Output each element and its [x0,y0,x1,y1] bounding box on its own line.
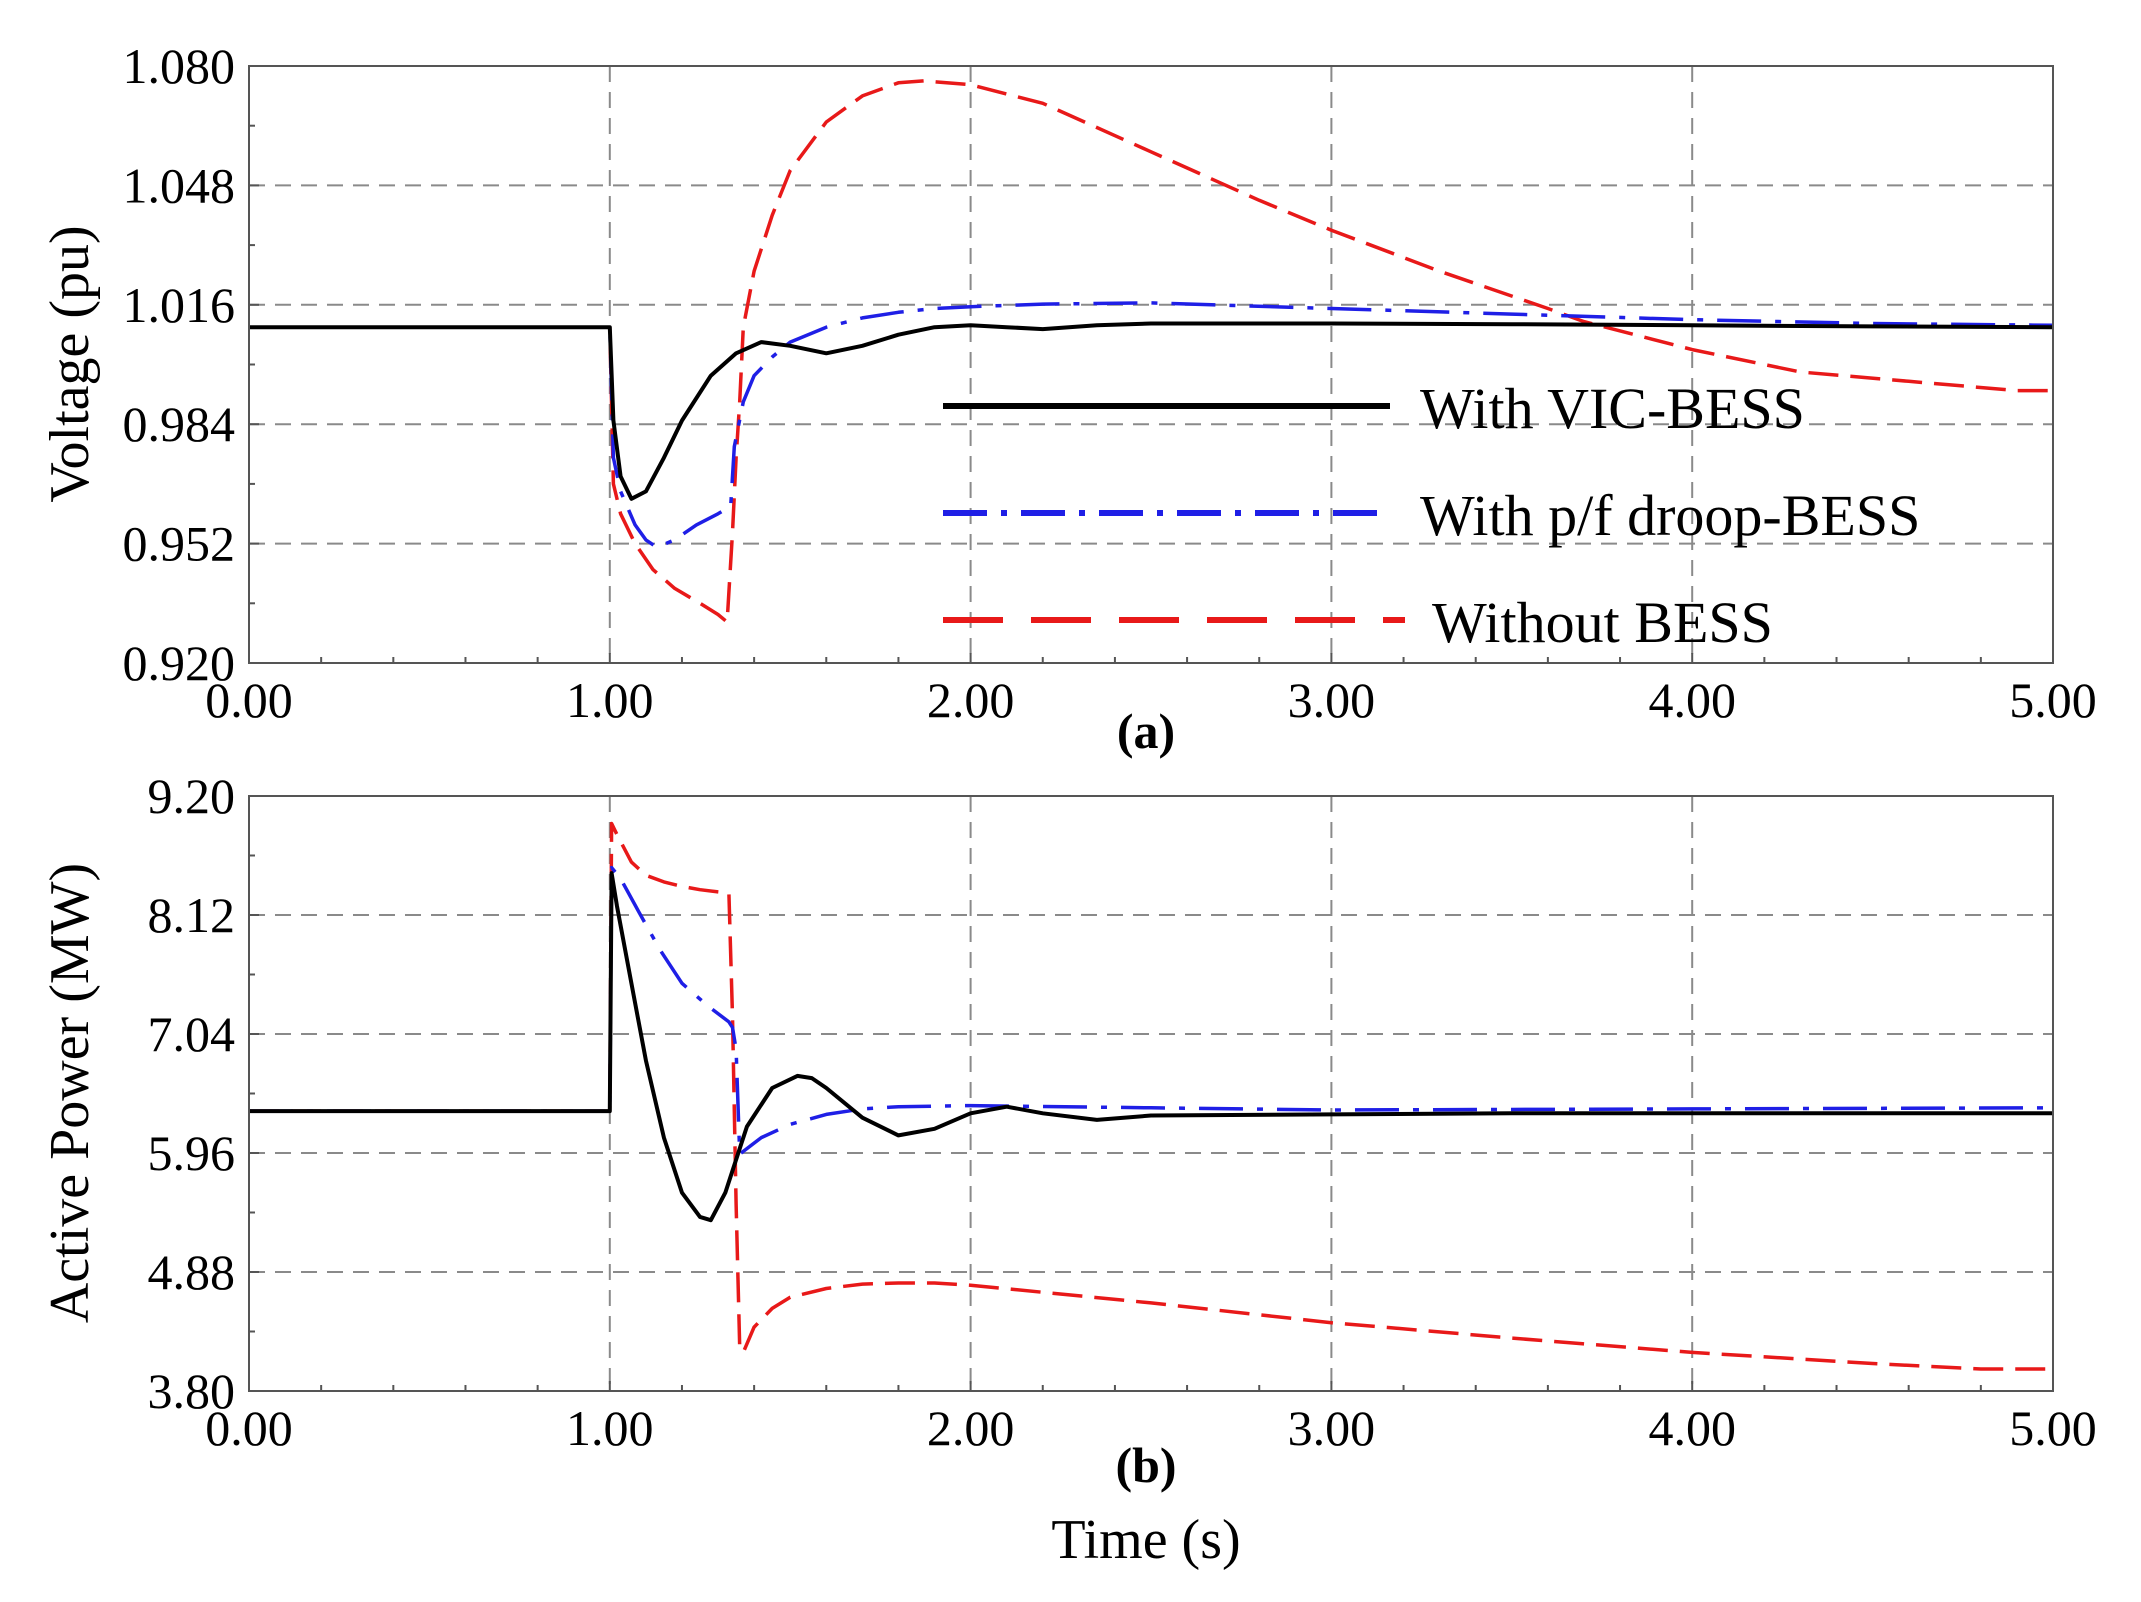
power-y-tick-label: 4.88 [148,1244,236,1300]
voltage-y-tick-label: 0.952 [123,516,236,572]
power-y-tick-label: 8.12 [148,887,236,943]
voltage-panel: 0.00 1.00 2.00 3.00 4.00 5.00 0.920 0.952 0.984… [39,38,2097,759]
legend-item-vic: With VIC-BESS [943,376,1805,441]
voltage-plot-frame [248,65,2054,664]
power-y-ticks: 3.80 4.88 5.96 7.04 8.12 9.20 [148,768,259,1419]
panel-label-b: (b) [1115,1437,1176,1493]
power-series-none [249,821,2053,1371]
power-panel: 0.00 1.00 2.00 3.00 4.00 5.00 3.80 4.88 5.96 7.0… [39,768,2097,1493]
voltage-grid [249,66,2053,663]
voltage-x-tick-label: 0.00 [205,672,293,728]
voltage-x-tick-label: 4.00 [1648,672,1736,728]
voltage-y-tick-label: 1.016 [123,277,236,333]
legend-label-vic: With VIC-BESS [1420,376,1805,441]
power-series [249,821,2054,1371]
voltage-series [249,79,2054,624]
legend-label-droop: With p/f droop-BESS [1420,483,1920,548]
power-y-tick-label: 9.20 [148,768,236,824]
voltage-x-tick-label: 5.00 [2009,672,2097,728]
power-x-tick-label: 0.00 [205,1400,293,1456]
voltage-x-ticks: 0.00 1.00 2.00 3.00 4.00 5.00 [205,653,2097,728]
voltage-y-tick-label: 0.920 [123,635,236,691]
legend: With VIC-BESS With p/f droop-BESS Withou… [943,376,1920,655]
panel-label-a: (a) [1117,703,1175,759]
power-x-tick-label: 1.00 [566,1400,654,1456]
legend-item-droop: With p/f droop-BESS [943,483,1920,548]
power-x-ticks: 0.00 1.00 2.00 3.00 4.00 5.00 [205,1381,2097,1456]
power-x-tick-label: 2.00 [927,1400,1015,1456]
power-y-tick-label: 3.80 [148,1363,236,1419]
power-x-tick-label: 3.00 [1288,1400,1376,1456]
voltage-series-droop [249,301,2054,550]
voltage-series-vic [249,321,2054,501]
power-series-vic [249,871,2053,1223]
power-series-droop [249,865,2054,1156]
legend-item-none: Without BESS [943,590,1773,655]
x-axis-title: Time (s) [1051,1509,1240,1571]
power-y-axis-title: Active Power (MW) [39,863,101,1323]
power-x-tick-label: 5.00 [2009,1400,2097,1456]
voltage-y-tick-label: 1.048 [123,157,236,213]
voltage-x-tick-label: 1.00 [566,672,654,728]
voltage-x-tick-label: 2.00 [927,672,1015,728]
voltage-y-tick-label: 1.080 [123,38,236,94]
voltage-x-tick-label: 3.00 [1288,672,1376,728]
legend-label-none: Without BESS [1432,590,1773,655]
voltage-y-tick-label: 0.984 [123,396,236,452]
power-y-tick-label: 7.04 [148,1006,236,1062]
power-x-tick-label: 4.00 [1648,1400,1736,1456]
voltage-y-axis-title: Voltage (pu) [39,225,101,502]
power-y-tick-label: 5.96 [148,1125,236,1181]
voltage-y-ticks: 0.920 0.952 0.984 1.016 1.048 1.080 [123,38,259,691]
